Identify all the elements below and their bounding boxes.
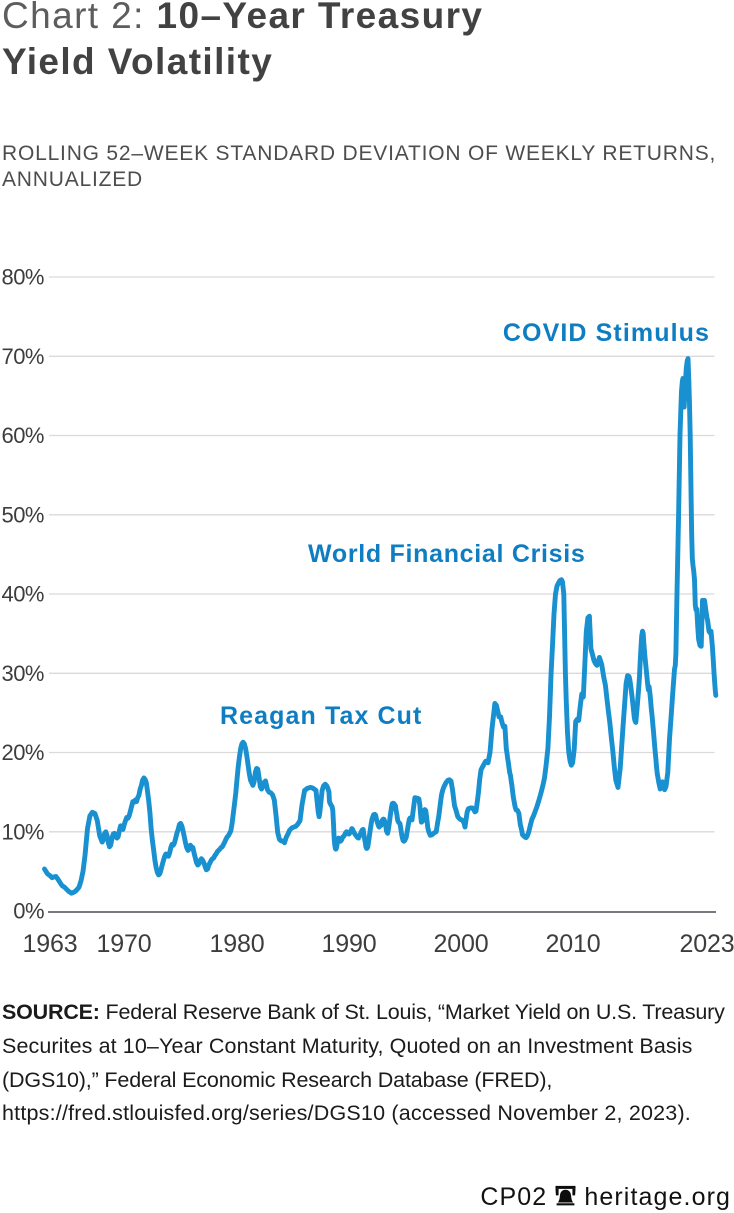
svg-text:40%: 40% [1, 582, 44, 607]
svg-text:1963: 1963 [22, 930, 77, 958]
svg-text:30%: 30% [1, 661, 44, 686]
svg-text:10%: 10% [1, 819, 44, 844]
svg-text:Reagan Tax Cut: Reagan Tax Cut [220, 702, 422, 730]
svg-text:1990: 1990 [321, 930, 376, 958]
svg-text:20%: 20% [1, 740, 44, 765]
svg-text:2023: 2023 [679, 930, 734, 958]
svg-text:80%: 80% [1, 265, 44, 290]
svg-text:60%: 60% [1, 423, 44, 448]
svg-text:2000: 2000 [433, 930, 488, 958]
svg-text:2010: 2010 [545, 930, 600, 958]
svg-text:1970: 1970 [96, 930, 151, 958]
svg-text:World Financial Crisis: World Financial Crisis [308, 540, 586, 568]
svg-text:COVID Stimulus: COVID Stimulus [503, 319, 710, 347]
svg-text:0%: 0% [13, 899, 44, 924]
svg-text:50%: 50% [1, 502, 44, 527]
svg-text:70%: 70% [1, 344, 44, 369]
svg-text:1980: 1980 [209, 930, 264, 958]
